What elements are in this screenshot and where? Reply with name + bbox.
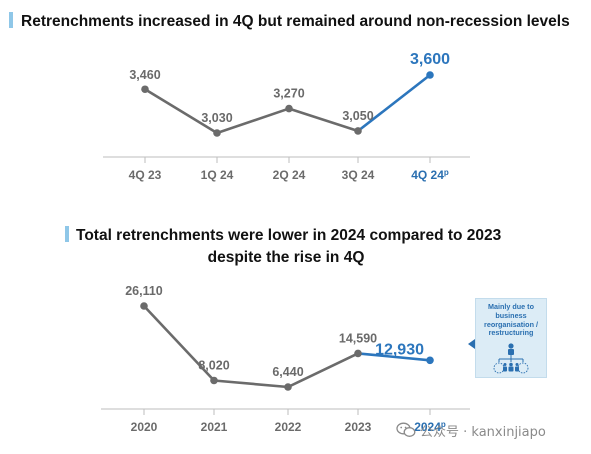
restructuring-callout: Mainly due to business reorganisation / … [475, 298, 547, 378]
chart1-data-label: 3,600 [410, 51, 450, 68]
chart1-title-accent [9, 12, 13, 28]
chart2-title-line1: Total retrenchments were lower in 2024 c… [76, 227, 502, 244]
callout-pointer [468, 339, 475, 349]
chart1-tick-label: 1Q 24 [201, 168, 234, 182]
chart1-tick-label: 4Q 24p [411, 168, 449, 182]
chart1-data-label: 3,030 [201, 111, 232, 125]
chart2-data-label: 12,930 [375, 341, 424, 358]
chart2-data-point [140, 302, 148, 310]
chart2-data-point [210, 376, 218, 385]
chart2-tick-label: 2024p [414, 420, 446, 434]
chart2-tick-label: 2021 [201, 420, 228, 434]
chart2-line-segment [142, 304, 216, 382]
chart1-title: Retrenchments increased in 4Q but remain… [21, 13, 570, 30]
chart1-data-point [141, 85, 149, 94]
chart2-data-label: 14,590 [339, 331, 377, 345]
chart2-title-line2: despite the rise in 4Q [208, 249, 365, 266]
chart2-data-point [284, 383, 292, 391]
chart1-data-point [426, 71, 434, 79]
chart2-data-label: 8,020 [198, 358, 229, 372]
chart1-line-segment [143, 87, 219, 135]
chart1-tick-label: 2Q 24 [273, 168, 306, 182]
chart1-tick-label: 4Q 23 [129, 168, 162, 182]
callout-text: Mainly due to business reorganisation / … [484, 302, 538, 338]
chart1-line-segment [356, 73, 432, 133]
wechat-icon [396, 422, 416, 437]
chart1-data-point [354, 127, 362, 135]
chart2-data-label: 26,110 [125, 284, 163, 298]
chart1-data-label: 3,270 [273, 87, 304, 101]
chart1-data-label: 3,460 [129, 68, 160, 82]
chart1-data-point [213, 129, 221, 137]
chart2-line-segment [356, 352, 432, 362]
chart2-data-label: 6,440 [272, 365, 303, 379]
watermark-text: 公众号 · kanxinjiapo [420, 424, 546, 440]
chart2-tick-label: 2022 [275, 420, 302, 434]
chart2-data-point [354, 349, 362, 358]
chart1-data-label: 3,050 [342, 109, 373, 123]
chart2-line-segment [286, 352, 360, 389]
watermark: 公众号 · kanxinjiapo [396, 420, 546, 440]
chart2-tick-label: 2023 [345, 420, 372, 434]
chart1-tick-label: 3Q 24 [342, 168, 375, 182]
chart1-plot: 4Q 23 1Q 24 2Q 24 3Q 24 4Q 24p 3,460 3,030 3,27… [103, 51, 470, 182]
chart1-data-point [285, 104, 293, 113]
chart2-title-accent [65, 226, 69, 242]
chart2-plot: 2020 2021 2022 2023 2024p 26,110 8,020 6,440 14,… [101, 284, 470, 434]
chart2-data-point [426, 356, 434, 365]
chart2-tick-label: 2020 [131, 420, 158, 434]
chart1-line-segment [287, 107, 360, 133]
chart1-line-segment [215, 107, 291, 135]
chart2-line-segment [212, 379, 290, 389]
org-structure-icon [493, 343, 529, 374]
